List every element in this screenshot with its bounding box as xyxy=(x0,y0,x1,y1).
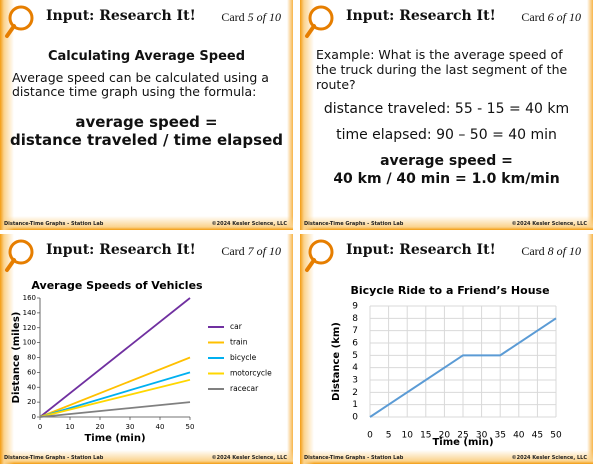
series-line xyxy=(39,356,191,418)
y-tick-label: 100 xyxy=(23,339,36,347)
legend-label: motorcycle xyxy=(230,369,272,378)
y-tick-label: 1 xyxy=(352,400,358,410)
x-tick-label: 20 xyxy=(439,431,451,441)
heading: Calculating Average Speed xyxy=(47,49,246,64)
formula: average speed = xyxy=(75,113,218,131)
x-axis-label: Time (min) xyxy=(432,437,493,448)
y-tick-label: 5 xyxy=(352,351,358,361)
card: Input: Research It! Card 5 of 10 Calcula… xyxy=(0,0,293,230)
footer-left: Distance-Time Graphs - Station Lab xyxy=(4,221,104,227)
footer-left: Distance-Time Graphs - Station Lab xyxy=(4,455,104,461)
x-tick-label: 20 xyxy=(96,423,105,431)
series-line xyxy=(39,297,191,418)
card-number: Card 7 of 10 xyxy=(221,244,281,259)
y-tick-label: 2 xyxy=(352,388,358,398)
card-title: Input: Research It! xyxy=(346,242,496,258)
x-tick-label: 0 xyxy=(367,431,373,441)
x-axis-label: Time (min) xyxy=(84,433,145,444)
x-tick-label: 40 xyxy=(156,423,165,431)
formula: distance traveled / time elapsed xyxy=(9,131,284,149)
legend-label: racecar xyxy=(230,384,259,393)
legend-label: car xyxy=(230,322,243,331)
legend-label: bicycle xyxy=(230,353,257,362)
footer-right: ©2024 Kesler Science, LLC xyxy=(511,221,587,227)
calc-line: time elapsed: 90 – 50 = 40 min xyxy=(336,127,557,143)
card-num: 5 of 10 xyxy=(247,10,281,24)
card: Input: Research It! Card 6 of 10 Example… xyxy=(300,0,593,230)
card-number: Card 5 of 10 xyxy=(221,10,281,25)
card-word: Card xyxy=(521,244,545,258)
chart-title: Average Speeds of Vehicles xyxy=(31,279,203,292)
footer-left: Distance-Time Graphs - Station Lab xyxy=(304,221,404,227)
body-text: Example: What is the average speed of th… xyxy=(316,47,568,92)
card-number: Card 8 of 10 xyxy=(521,244,581,259)
series-line xyxy=(369,317,557,418)
y-tick-label: 60 xyxy=(27,368,36,376)
y-axis-label: Distance (miles) xyxy=(11,312,22,404)
card-title: Input: Research It! xyxy=(346,8,496,24)
y-tick-label: 0 xyxy=(352,413,358,423)
footer-right: ©2024 Kesler Science, LLC xyxy=(511,455,587,461)
card-num: 7 of 10 xyxy=(247,244,281,258)
y-tick-label: 120 xyxy=(23,324,36,332)
x-tick-label: 40 xyxy=(513,431,525,441)
y-tick-label: 140 xyxy=(23,309,36,317)
chart-title: Bicycle Ride to a Friend’s House xyxy=(350,284,549,297)
footer-right: ©2024 Kesler Science, LLC xyxy=(211,455,287,461)
y-tick-label: 0 xyxy=(32,413,36,421)
y-tick-label: 80 xyxy=(27,354,36,362)
y-tick-label: 4 xyxy=(352,363,358,373)
series-line xyxy=(39,378,191,418)
x-tick-label: 50 xyxy=(186,423,195,431)
magnifier-icon xyxy=(5,5,34,38)
card-word: Card xyxy=(221,10,245,24)
chart: Bicycle Ride to a Friend’s House01234567… xyxy=(331,284,562,448)
x-tick-label: 15 xyxy=(420,431,431,441)
chart: Average Speeds of Vehicles02040608010012… xyxy=(11,279,272,444)
x-tick-label: 45 xyxy=(532,431,543,441)
magnifier-icon xyxy=(305,5,334,38)
footer-right: ©2024 Kesler Science, LLC xyxy=(211,221,287,227)
y-tick-label: 6 xyxy=(352,339,358,349)
y-tick-label: 8 xyxy=(352,314,358,324)
x-tick-label: 10 xyxy=(401,431,413,441)
calc-line: distance traveled: 55 - 15 = 40 km xyxy=(323,101,570,117)
card: Input: Research It! Card 8 of 10 Bicycle… xyxy=(300,234,593,464)
y-tick-label: 9 xyxy=(352,302,358,312)
footer-left: Distance-Time Graphs - Station Lab xyxy=(304,455,404,461)
y-tick-label: 160 xyxy=(23,294,36,302)
card: Input: Research It! Card 7 of 10 Average… xyxy=(0,234,293,464)
legend-label: train xyxy=(230,338,248,347)
y-tick-label: 40 xyxy=(27,383,36,391)
formula: average speed = xyxy=(380,153,513,169)
y-tick-label: 20 xyxy=(27,398,36,406)
x-tick-label: 5 xyxy=(386,431,392,441)
formula: 40 km / 40 min = 1.0 km/min xyxy=(333,171,560,187)
card-num: 6 of 10 xyxy=(547,10,581,24)
y-tick-label: 3 xyxy=(352,376,358,386)
x-tick-label: 30 xyxy=(126,423,135,431)
body-text: Average speed can be calculated using a … xyxy=(12,70,269,99)
x-tick-label: 10 xyxy=(66,423,75,431)
y-tick-label: 7 xyxy=(352,326,358,336)
series-line xyxy=(39,371,191,418)
magnifier-icon xyxy=(305,239,334,272)
card-word: Card xyxy=(521,10,545,24)
y-axis-label: Distance (km) xyxy=(331,322,342,401)
card-num: 8 of 10 xyxy=(547,244,581,258)
x-tick-label: 50 xyxy=(550,431,562,441)
card-number: Card 6 of 10 xyxy=(521,10,581,25)
x-tick-label: 30 xyxy=(476,431,488,441)
x-tick-label: 25 xyxy=(457,431,468,441)
card-title: Input: Research It! xyxy=(46,242,196,258)
card-word: Card xyxy=(221,244,245,258)
x-tick-label: 35 xyxy=(494,431,505,441)
card-title: Input: Research It! xyxy=(46,8,196,24)
series-line xyxy=(39,401,191,418)
magnifier-icon xyxy=(5,239,34,272)
x-tick-label: 0 xyxy=(38,423,42,431)
